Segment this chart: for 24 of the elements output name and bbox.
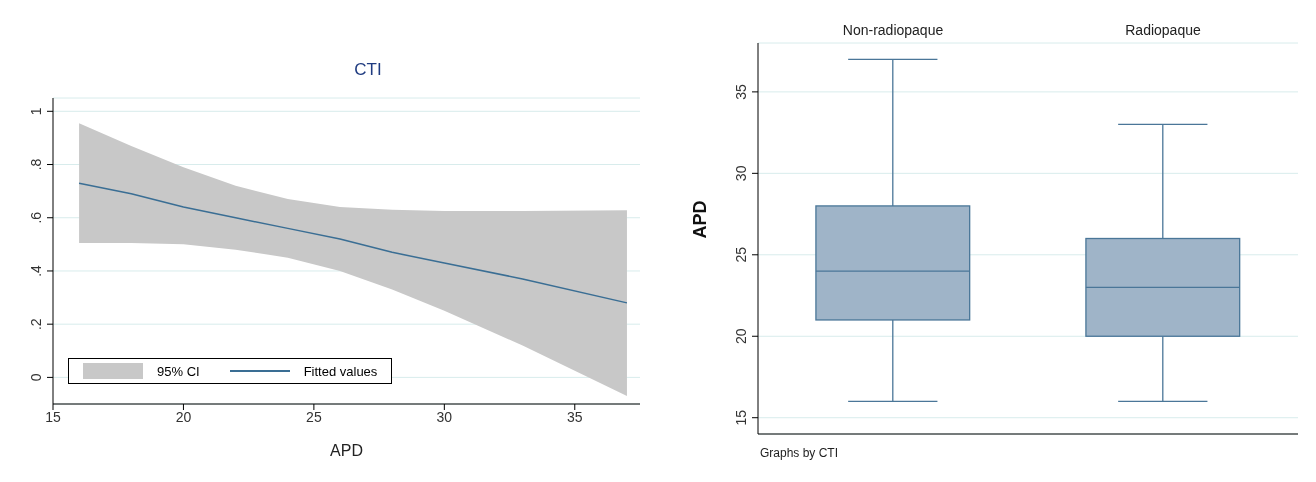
y-tick-label: 30 (733, 165, 749, 182)
x-tick-label: 15 (45, 408, 61, 425)
x-tick-label: 20 (175, 408, 192, 425)
text: Graphs by CTI (760, 446, 839, 460)
x-tick-label: 25 (306, 408, 322, 425)
x-tick-label: Non-radiopaque (842, 22, 944, 38)
y-tick-label: .2 (28, 318, 44, 331)
x-axis-title: APD (330, 442, 363, 459)
y-tick-label: 35 (733, 83, 749, 100)
y-axis-title: APD (690, 200, 711, 239)
y-tick-label: .4 (28, 264, 44, 277)
legend-label: Fitted values (303, 363, 378, 379)
y-tick-label: .6 (28, 211, 44, 224)
x-tick-label: Radiopaque (1125, 22, 1201, 38)
legend-label: 95% CI (157, 363, 200, 379)
x-tick-label: 35 (566, 408, 583, 425)
line-series (78, 182, 628, 304)
x-tick-label: 30 (436, 408, 453, 425)
y-tick-label: 25 (733, 246, 749, 263)
y-tick-label: 20 (733, 328, 749, 345)
y-tick-label: 0 (28, 373, 44, 382)
y-tick-label: 1 (28, 107, 44, 116)
chart-title: CTI (353, 60, 383, 80)
y-tick-label: .8 (28, 158, 44, 171)
